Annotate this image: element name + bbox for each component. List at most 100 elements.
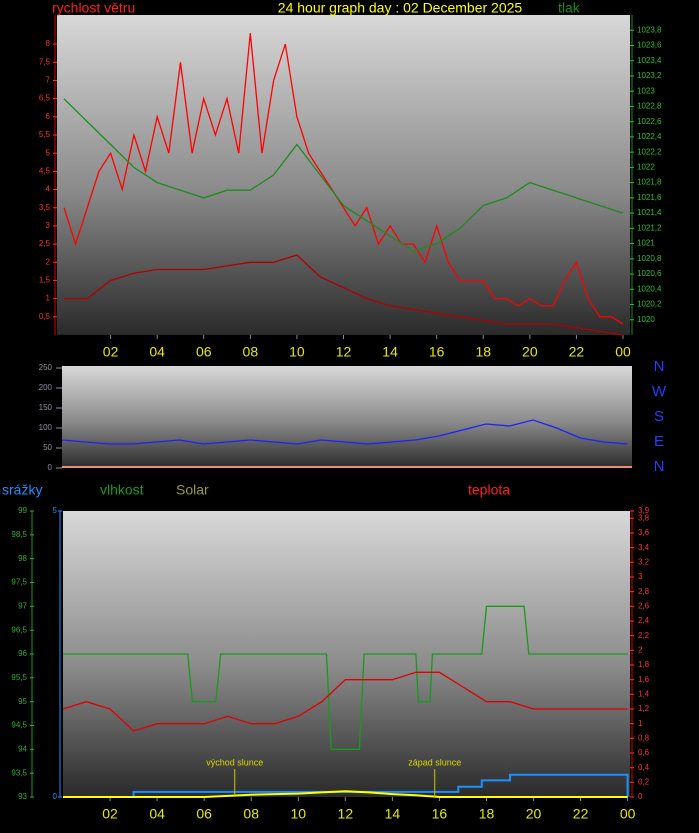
y-tick-label: 1023 — [637, 86, 655, 95]
y-tick-label: 5 — [53, 506, 58, 515]
y-tick-label: 99 — [18, 506, 27, 515]
y-tick-label: 0,2 — [638, 777, 650, 786]
legend-label: Solar — [176, 482, 209, 498]
y-tick-label: 3,4 — [638, 543, 650, 552]
y-tick-label: 97 — [18, 601, 27, 610]
y-tick-label: 4 — [46, 185, 51, 194]
y-tick-label: 1022,8 — [637, 102, 662, 111]
y-tick-label: 1,4 — [638, 689, 650, 698]
y-tick-label: 95,5 — [11, 673, 27, 682]
x-tick-label: 04 — [149, 806, 165, 822]
x-tick-label: 22 — [569, 344, 585, 360]
plot-area — [57, 15, 630, 335]
y-tick-label: 100 — [39, 423, 53, 432]
y-tick-label: 96,5 — [11, 625, 27, 634]
y-tick-label: 1023,4 — [637, 56, 662, 65]
y-tick-label: 1020,6 — [637, 269, 662, 278]
x-tick-label: 20 — [522, 344, 538, 360]
y-tick-label: 2 — [638, 645, 643, 654]
y-tick-label: 4,5 — [39, 166, 51, 175]
y-tick-label: 6 — [46, 112, 51, 121]
series-line — [63, 773, 629, 798]
y-tick-label: 5 — [46, 148, 51, 157]
y-tick-label: 0,8 — [638, 733, 650, 742]
y-tick-label: 2,2 — [638, 631, 650, 640]
series-line — [61, 419, 628, 445]
y-tick-label: 3,6 — [638, 528, 650, 537]
y-tick-label: 7,5 — [39, 57, 51, 66]
y-tick-label: 93,5 — [11, 768, 27, 777]
x-tick-label: 14 — [385, 806, 401, 822]
y-tick-label: 1022,2 — [637, 147, 662, 156]
x-tick-label: 02 — [103, 344, 119, 360]
y-tick-label: 2 — [46, 257, 51, 266]
y-tick-label: 98,5 — [11, 530, 27, 539]
x-tick-label: 00 — [615, 344, 631, 360]
y-tick-label: 1020,8 — [637, 254, 662, 263]
y-tick-label: 97,5 — [11, 578, 27, 587]
series-line — [63, 33, 624, 325]
y-tick-label: 2,6 — [638, 601, 650, 610]
x-tick-label: 06 — [196, 806, 212, 822]
y-tick-label: 1020 — [637, 315, 655, 324]
y-tick-label: 1023,6 — [637, 41, 662, 50]
legend-label: vlhkost — [100, 482, 144, 498]
y-tick-label: 96 — [18, 649, 27, 658]
y-tick-label: 1021 — [637, 239, 655, 248]
y-tick-label: 1021,2 — [637, 223, 662, 232]
y-tick-label: 200 — [39, 383, 53, 392]
y-tick-label: 1,2 — [638, 704, 650, 713]
y-tick-label: 150 — [39, 403, 53, 412]
y-tick-label: 93 — [18, 792, 27, 801]
x-tick-label: 08 — [243, 806, 259, 822]
y-tick-label: 0,4 — [638, 763, 650, 772]
y-tick-label: 0,5 — [39, 312, 51, 321]
y-tick-label: 1021,6 — [637, 193, 662, 202]
y-tick-label: 1020,2 — [637, 300, 662, 309]
y-tick-label: 3 — [46, 221, 51, 230]
y-tick-label: 0 — [48, 463, 53, 472]
x-tick-label: 10 — [289, 344, 305, 360]
y-tick-label: 1,8 — [638, 660, 650, 669]
y-tick-label: 50 — [43, 443, 52, 452]
legend-label: srážky — [2, 482, 42, 498]
y-tick-label: 1,6 — [638, 675, 650, 684]
annotation: východ slunce — [206, 757, 263, 767]
series-line — [63, 790, 628, 798]
y-tick-label: 3,9 — [638, 506, 650, 515]
x-tick-label: 10 — [290, 806, 306, 822]
x-tick-label: 12 — [336, 344, 352, 360]
y-tick-label: 1022,4 — [637, 132, 662, 141]
legend-label: rychlost větru — [52, 0, 135, 16]
x-tick-label: 12 — [338, 806, 354, 822]
direction-label: S — [654, 408, 664, 425]
y-tick-label: 5,5 — [39, 130, 51, 139]
y-tick-label: 1,5 — [39, 276, 51, 285]
annotation: západ slunce — [408, 757, 461, 767]
y-tick-label: 98 — [18, 554, 27, 563]
y-tick-label: 1022,6 — [637, 117, 662, 126]
x-tick-label: 14 — [382, 344, 398, 360]
x-tick-label: 18 — [475, 344, 491, 360]
y-tick-label: 94,5 — [11, 721, 27, 730]
y-tick-label: 2,8 — [638, 587, 650, 596]
y-tick-label: 1 — [46, 294, 51, 303]
direction-label: W — [652, 383, 667, 400]
y-tick-label: 2,4 — [638, 616, 650, 625]
y-tick-label: 94 — [18, 744, 27, 753]
y-tick-label: 6,5 — [39, 94, 51, 103]
y-tick-label: 1021,8 — [637, 178, 662, 187]
series-line — [64, 254, 624, 336]
x-tick-label: 02 — [102, 806, 118, 822]
series-line — [63, 605, 628, 750]
y-tick-label: 0 — [638, 792, 643, 801]
x-tick-label: 08 — [243, 344, 259, 360]
legend-label: teplota — [468, 482, 510, 498]
plot-area — [62, 366, 632, 468]
y-tick-label: 3 — [638, 572, 643, 581]
y-tick-label: 8 — [46, 39, 51, 48]
x-tick-label: 00 — [620, 806, 636, 822]
chart-title: 24 hour graph day : 02 December 2025 — [278, 0, 523, 16]
y-tick-label: 3,2 — [638, 557, 650, 566]
